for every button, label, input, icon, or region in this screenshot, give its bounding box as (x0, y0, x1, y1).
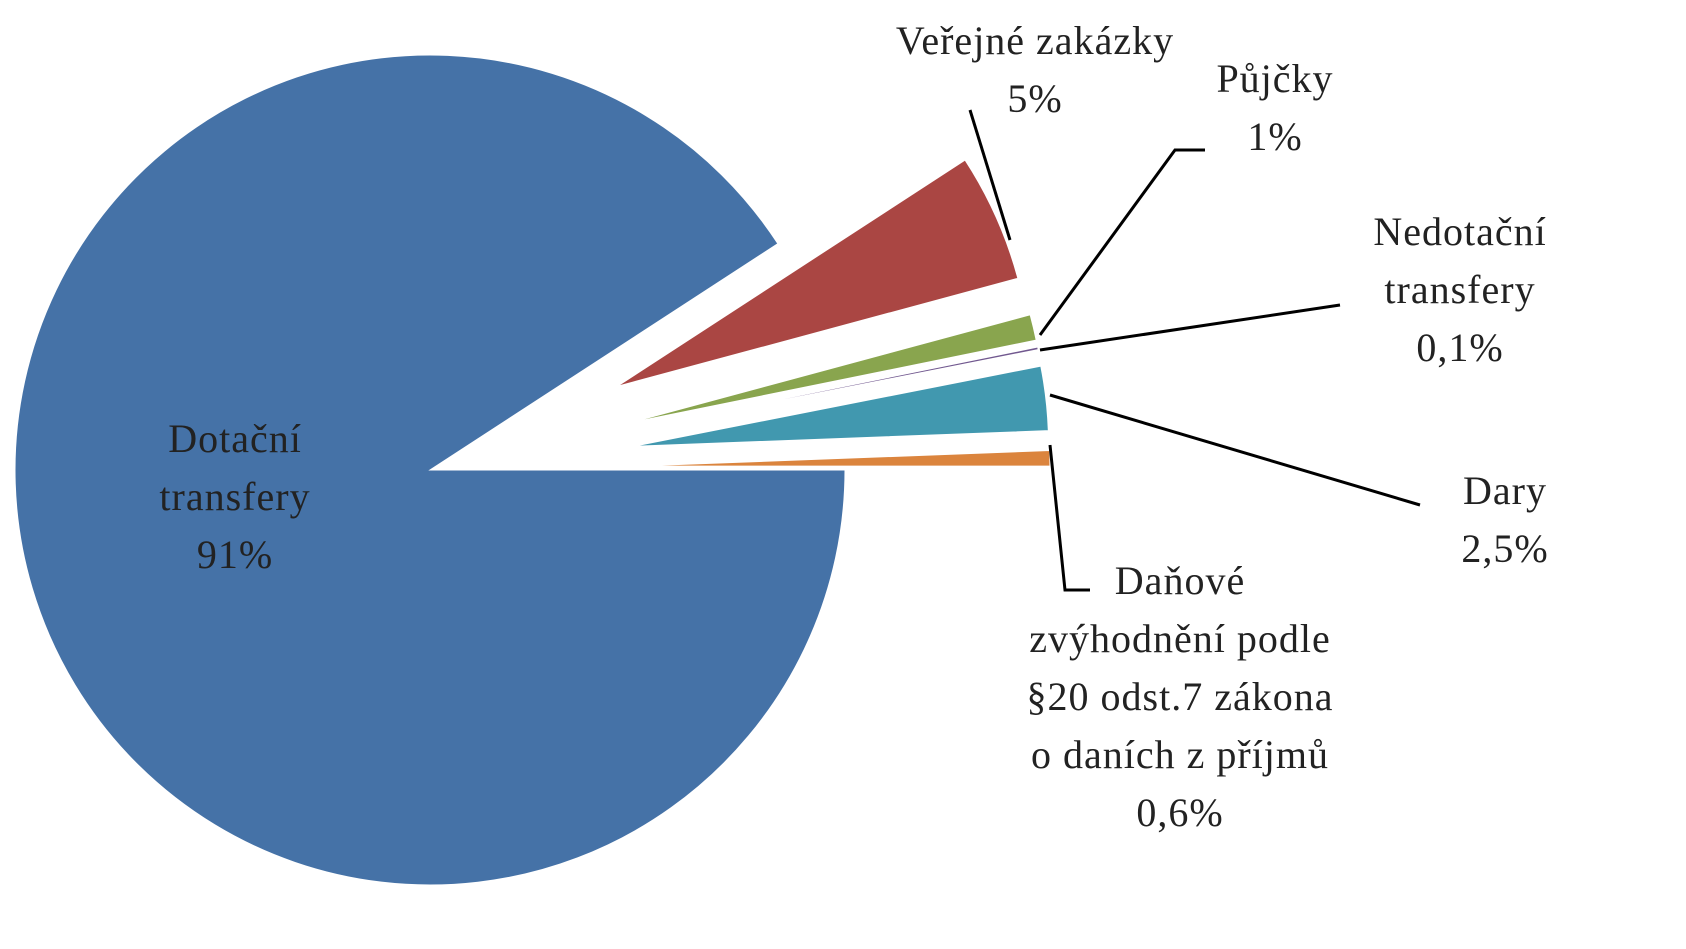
slice-label: Nedotační transfery 0,1% (1330, 203, 1590, 377)
leader-line (1039, 303, 1341, 352)
pie-slice (14, 54, 846, 886)
pie-slice (634, 450, 1051, 467)
slice-value: 0,1% (1416, 325, 1504, 370)
slice-label: Dotační transfery 91% (105, 410, 365, 584)
slice-name: Veřejné zakázky (895, 18, 1175, 63)
pie-slice (630, 346, 1039, 431)
leader-line (968, 109, 1012, 241)
pie-slice (629, 314, 1037, 424)
slice-label: Dary 2,5% (1420, 462, 1590, 578)
leader-line (1038, 148, 1205, 336)
pie-slice (616, 159, 1019, 387)
slice-label: Daňové zvýhodnění podle §20 odst.7 zákon… (975, 552, 1385, 842)
slice-label: Půjčky 1% (1180, 50, 1370, 166)
slice-label: Veřejné zakázky 5% (845, 12, 1225, 128)
slice-value: 2,5% (1461, 526, 1549, 571)
slice-value: 1% (1247, 114, 1303, 159)
slice-name: Půjčky (1216, 56, 1334, 101)
slice-name: Daňové zvýhodnění podle §20 odst.7 zákon… (1026, 558, 1334, 777)
leader-line (1049, 393, 1421, 507)
slice-name: Dary (1463, 468, 1547, 513)
slice-name: Nedotační transfery (1373, 209, 1547, 312)
slice-value: 91% (196, 532, 274, 577)
pie-slice (633, 365, 1049, 447)
slice-value: 5% (1007, 76, 1063, 121)
leader-line (1048, 444, 1090, 592)
slice-value: 0,6% (1136, 790, 1224, 835)
slice-name: Dotační transfery (159, 416, 311, 519)
